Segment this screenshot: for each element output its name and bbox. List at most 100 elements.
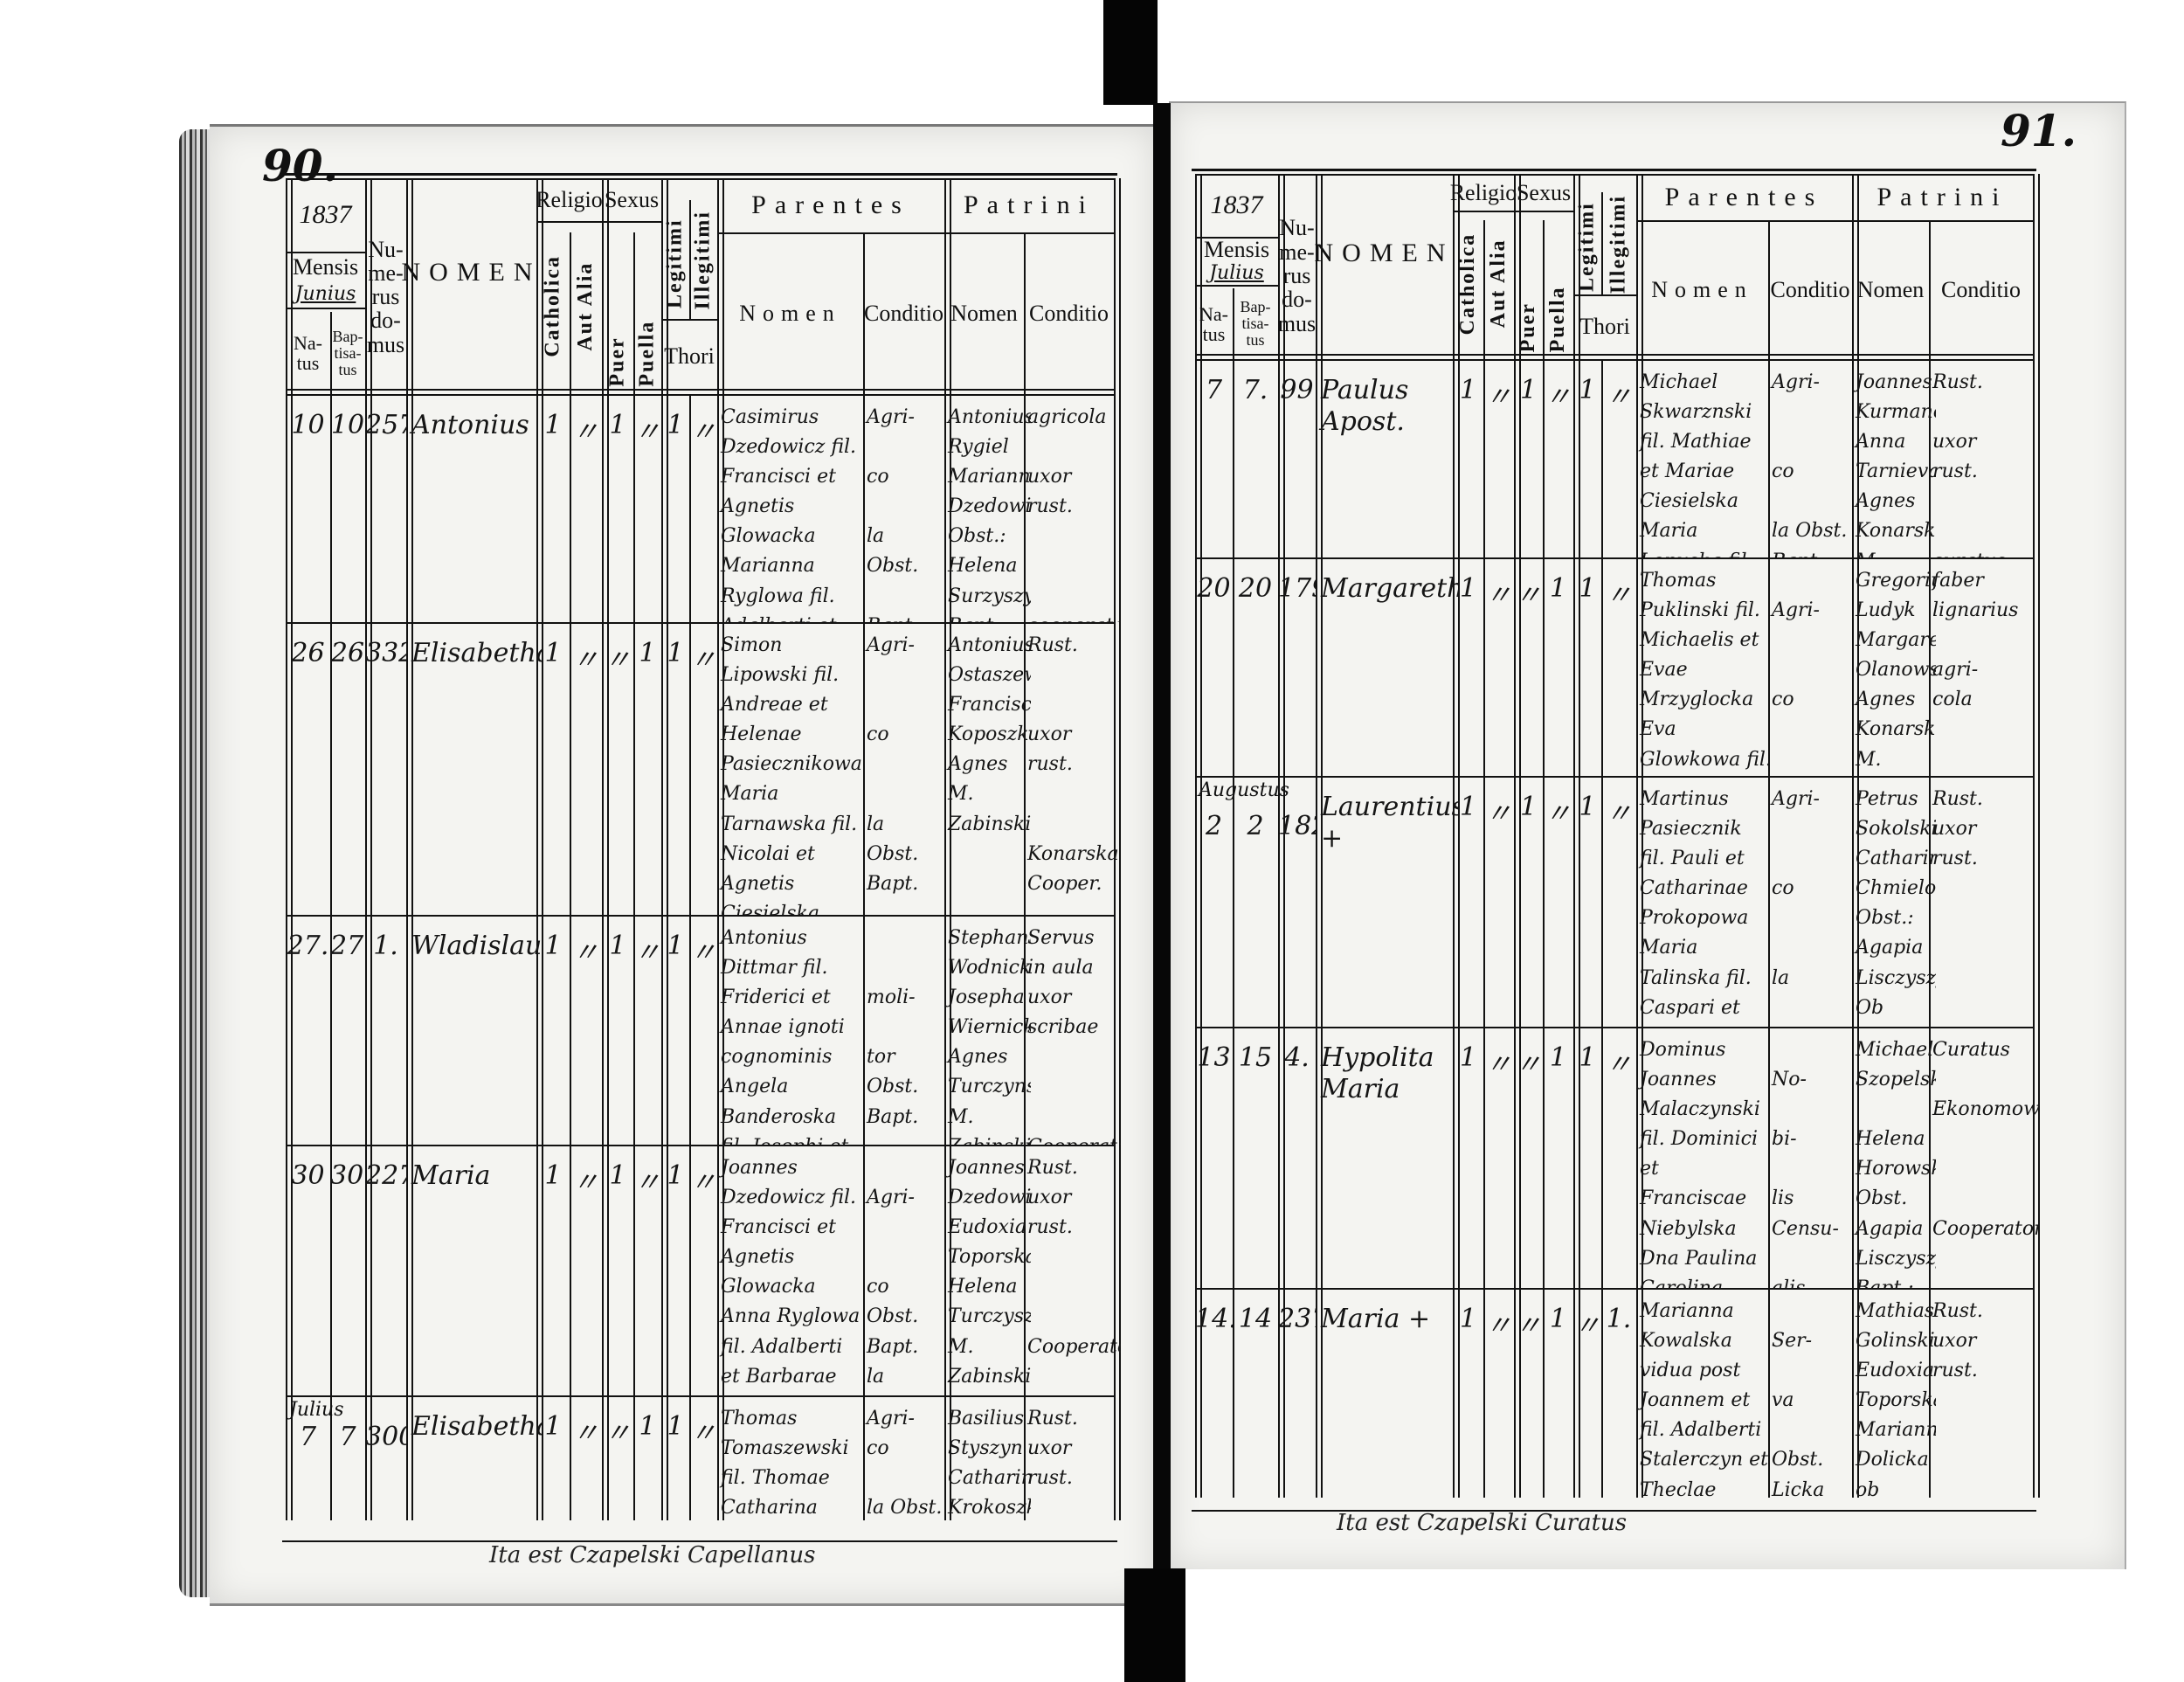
left-row-illegitimi: 〃 [690, 417, 716, 447]
left-row-nomen: Wladislaus [411, 931, 542, 961]
column-line [1119, 178, 1121, 1520]
column-line [1283, 174, 1285, 1498]
right-row-aut-alia: 〃 [1485, 1311, 1512, 1341]
right-row-illegitimi: 1. [1606, 1304, 1632, 1334]
book-spine-gutter [1153, 103, 1171, 1571]
right-row-legitimi: 1 [1579, 792, 1596, 822]
left-header-mensis: Mensis [292, 253, 359, 280]
right-header-parentes-conditio: Conditio [1770, 276, 1850, 302]
left-header-patrini: Patrini [964, 190, 1095, 220]
right-row-patrini-nomen: Mathias Golinski Eudoxia Toporska Marian… [1856, 1300, 1936, 1498]
right-row-domus: 4. [1284, 1042, 1310, 1073]
right-row-baptisatus: 7. [1242, 375, 1268, 405]
right-row-illegitimi: 〃 [1606, 580, 1632, 611]
right-header-mensis: Mensis [1203, 237, 1270, 263]
right-header-nomen: NOMEN [1314, 238, 1455, 267]
left-row-domus: 300 [365, 1422, 406, 1452]
left-row-puer: 1 [609, 1160, 626, 1191]
right-header-numerus-domus: Nu- me- rus do- mus [1277, 215, 1317, 336]
right-row-parentes-nomen: Michael Skwarznski fil. Mathiae et Maria… [1640, 371, 1753, 557]
page-number-left: 90. [262, 140, 338, 191]
right-row-puer: 1 [1519, 792, 1538, 822]
table-top-border [286, 178, 1114, 180]
column-line [717, 178, 719, 1520]
column-line [667, 178, 668, 1520]
column-line [1543, 220, 1545, 1498]
left-row-patrini-nomen: Antonius Rygiel Marianna Dzedowiczowa Ob… [948, 406, 1031, 622]
year-divider [286, 251, 365, 253]
column-line [1321, 174, 1323, 1498]
row-divider [286, 915, 1114, 917]
patrini-divider [944, 232, 1114, 234]
left-row-parentes-conditio: Agri- co Obst. Bapt. la [867, 1187, 919, 1388]
right-row-parentes-nomen: Marianna Kowalska vidua post Joannem et … [1640, 1300, 1768, 1498]
right-row-legitimi: 1 [1579, 573, 1596, 604]
column-line [1641, 174, 1643, 1498]
signature-left: Ita est Czapelski Capellanus [489, 1542, 816, 1568]
left-row-aut-alia: 〃 [572, 938, 599, 968]
left-row-legitimi: 1 [667, 638, 684, 668]
left-row-puella: 〃 [634, 1167, 660, 1198]
left-row-baptisatus: 26 [330, 638, 365, 668]
left-row-patrini-conditio: Rust. uxor rust. Konarska Cooper. [1027, 634, 1119, 895]
right-header-natus: Na- tus [1199, 302, 1228, 345]
left-row-puer: 1 [609, 931, 626, 961]
left-row-parentes-conditio: Agri- co la Obst. Bapt. [867, 634, 919, 895]
table-top-border [282, 173, 1117, 176]
year-divider [1195, 237, 1278, 239]
left-row-parentes-conditio: moli- tor Obst. Bapt. [867, 986, 919, 1128]
left-row-puella: 〃 [634, 938, 660, 968]
column-line [607, 178, 609, 1520]
right-row-natus: 20 [1197, 573, 1231, 604]
left-header-baptisatus: Bap- tisa- tus [332, 327, 363, 378]
right-row-nomen: Hypolita Maria [1321, 1042, 1434, 1104]
left-row-legitimi: 1 [667, 410, 684, 440]
right-row-baptisatus: 20 [1238, 573, 1273, 604]
right-header-patrini-conditio: Conditio [1940, 276, 2021, 302]
column-line [1601, 359, 1603, 1498]
right-row-puella: 〃 [1545, 382, 1572, 412]
column-line [1768, 220, 1770, 1498]
row-divider [286, 622, 1114, 624]
column-line [291, 178, 293, 1520]
parentes-divider [1636, 220, 1852, 222]
left-header-legitimi: Legitimi [663, 218, 687, 308]
right-row-natus: 14. [1195, 1304, 1233, 1334]
left-row-natus: 30 [291, 1160, 325, 1191]
table-bottom-border [1192, 1510, 2036, 1512]
right-row-month-note: Augustus [1199, 779, 1289, 801]
sexus-divider [1514, 211, 1573, 213]
right-header-baptisatus: Bap- tisa- tus [1240, 298, 1271, 350]
right-header-puer: Puer [1516, 301, 1539, 352]
right-row-illegitimi: 〃 [1606, 1049, 1632, 1080]
sexus-divider [602, 221, 661, 224]
left-header-parentes-nomen: Nomen [739, 300, 841, 326]
left-row-catholica: 1 [544, 638, 562, 668]
column-line [633, 232, 635, 1520]
patrini-divider [1852, 220, 2033, 222]
left-header-patrini-conditio: Conditio [1028, 300, 1109, 326]
book-spine-bottom [1124, 1568, 1185, 1682]
left-header-religio: Religio [536, 187, 603, 213]
header-bottom-border [1195, 359, 2033, 361]
left-row-illegitimi: 〃 [690, 1167, 716, 1198]
left-header-puer: Puer [605, 336, 629, 387]
left-header-patrini-nomen: Nomen [950, 300, 1018, 326]
left-row-patrini-conditio: Rust. uxor rust. capellanus [1027, 1408, 1078, 1490]
left-row-patrini-nomen: Stephanus Wodnicki Josepha Wiernicka Agn… [948, 927, 1031, 1145]
right-row-aut-alia: 〃 [1485, 799, 1512, 829]
right-row-nomen: Paulus Apost. [1321, 375, 1409, 437]
right-row-puer: 1 [1519, 375, 1538, 405]
right-header-legitimi: Legitimi [1575, 202, 1599, 293]
right-header-aut-alia: Aut Alia [1486, 239, 1510, 329]
left-header-natus: Na- tus [294, 331, 322, 375]
parentes-divider [717, 232, 944, 234]
right-row-catholica: 1 [1459, 573, 1477, 604]
right-header-year: 1837 [1210, 190, 1263, 220]
left-header-sexus: Sexus [604, 187, 660, 213]
left-header-parentes: Parentes [751, 190, 910, 220]
left-row-parentes-nomen: Thomas Tomaszewski fil. Thomae Catharina… [721, 1408, 849, 1519]
right-row-nomen: Laurentius + [1321, 792, 1458, 854]
left-header-parentes-conditio: Conditio [863, 300, 943, 326]
right-header-thori: Thori [1579, 314, 1630, 340]
